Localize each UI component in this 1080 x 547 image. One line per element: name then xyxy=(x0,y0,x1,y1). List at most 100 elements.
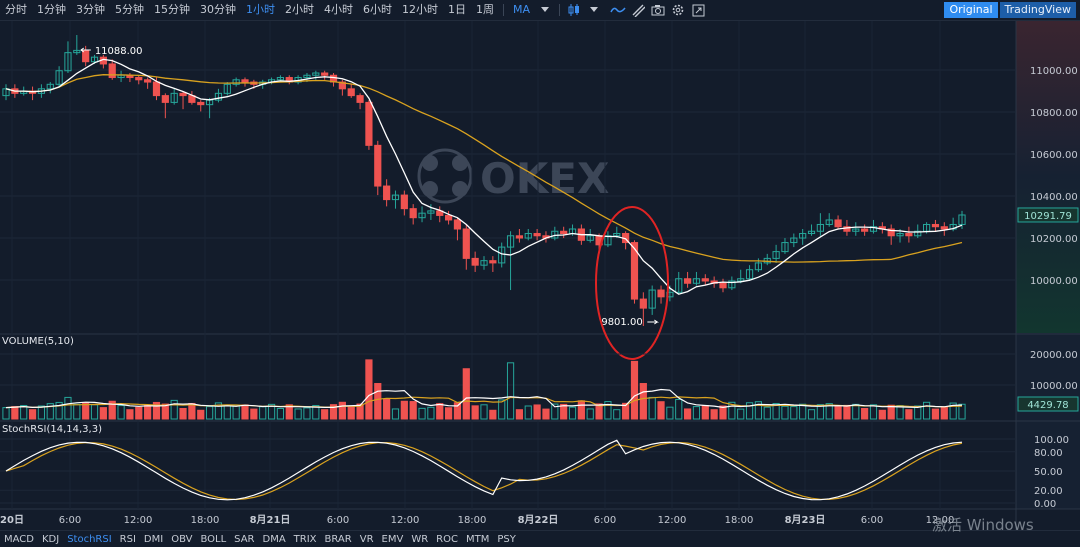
indicator-sar[interactable]: SAR xyxy=(234,533,255,545)
indicator-emv[interactable]: EMV xyxy=(381,533,404,545)
candle-body xyxy=(241,79,249,83)
candle-body xyxy=(312,72,320,76)
volume-bar xyxy=(144,404,152,420)
volume-bar xyxy=(683,408,692,420)
interval-4[interactable]: 15分钟 xyxy=(154,3,190,16)
candle-body xyxy=(232,79,240,85)
indicator-stochrsi[interactable]: StochRSI xyxy=(67,533,112,545)
indicator-psy[interactable]: PSY xyxy=(497,533,516,545)
interval-11[interactable]: 1日 xyxy=(448,3,466,16)
candle-body xyxy=(861,228,869,232)
windows-activation-watermark: 激活 Windows xyxy=(932,516,1034,534)
ma-indicator-button[interactable]: MA xyxy=(513,3,531,16)
stoch-k-line xyxy=(5,439,963,501)
price-chart[interactable]: 11000.00 10800.00 10600.00 10400.00 10200.00… xyxy=(0,21,1080,530)
candle-body xyxy=(321,72,329,76)
candle-body xyxy=(515,235,524,239)
price-tick-label: 10600.00 xyxy=(1030,150,1078,161)
candle-body xyxy=(745,269,754,280)
candle-body xyxy=(46,83,54,90)
low-price-label: 9801.00 xyxy=(601,317,642,328)
interval-8[interactable]: 4小时 xyxy=(324,3,353,16)
indicator-obv[interactable]: OBV xyxy=(171,533,193,545)
candle-body xyxy=(365,101,373,146)
interval-7[interactable]: 2小时 xyxy=(285,3,314,16)
interval-9[interactable]: 6小时 xyxy=(363,3,392,16)
interval-2[interactable]: 3分钟 xyxy=(76,3,105,16)
indicator-macd[interactable]: MACD xyxy=(4,533,34,545)
interval-1[interactable]: 1分钟 xyxy=(37,3,66,16)
volume-bar xyxy=(11,406,19,420)
candle-body xyxy=(958,214,966,225)
candle-body xyxy=(692,278,701,284)
chevron-down-icon[interactable] xyxy=(584,0,604,20)
candle-body xyxy=(728,280,736,289)
indicator-mtm[interactable]: MTM xyxy=(465,533,490,545)
fullscreen-icon[interactable] xyxy=(688,0,708,20)
okex-logo-mark xyxy=(452,155,468,171)
indicator-trix[interactable]: TRIX xyxy=(293,533,317,545)
indicator-dmi[interactable]: DMI xyxy=(143,533,164,545)
camera-icon[interactable] xyxy=(648,0,668,20)
original-mode-button[interactable]: Original xyxy=(944,2,998,18)
volume-bar xyxy=(338,401,346,420)
high-price-label: 11088.00 xyxy=(95,46,143,57)
candle-body xyxy=(161,95,169,103)
volume-bar xyxy=(524,405,532,420)
indicator-rsi[interactable]: RSI xyxy=(119,533,136,545)
volume-bar xyxy=(267,403,276,420)
ma-long-line xyxy=(5,74,963,263)
volume-bar xyxy=(896,405,904,420)
gear-icon[interactable] xyxy=(668,0,688,20)
volume-group xyxy=(2,359,966,420)
volume-bar xyxy=(303,407,311,420)
candle-body xyxy=(869,226,878,232)
indicator-wr[interactable]: WR xyxy=(411,533,429,545)
volume-bar xyxy=(807,409,816,420)
price-tick-label: 10800.00 xyxy=(1030,108,1078,119)
okex-watermark: OKEX xyxy=(480,154,609,203)
indicator-vr[interactable]: VR xyxy=(359,533,374,545)
time-tick-label: 18:00 xyxy=(725,515,754,526)
volume-bar xyxy=(82,402,90,420)
volume-ma-short xyxy=(5,388,963,409)
draw-tool-icon[interactable] xyxy=(628,0,648,20)
interval-3[interactable]: 5分钟 xyxy=(115,3,144,16)
candlestick-type-icon[interactable] xyxy=(564,0,584,20)
time-tick-label: 6:00 xyxy=(59,515,81,526)
chevron-down-icon[interactable] xyxy=(535,0,555,20)
line-chart-icon[interactable] xyxy=(608,0,628,20)
time-tick-label: 8月22日 xyxy=(518,514,559,526)
candle-body xyxy=(887,228,895,237)
tradingview-mode-button[interactable]: TradingView xyxy=(999,2,1076,18)
current-price-box xyxy=(1017,207,1079,223)
candle-body xyxy=(639,298,647,309)
volume-bar xyxy=(400,400,408,420)
volume-bar xyxy=(604,401,612,420)
volume-bar xyxy=(250,408,258,420)
volume-bar xyxy=(498,399,506,420)
volume-bar xyxy=(648,396,656,420)
indicator-brar[interactable]: BRAR xyxy=(324,533,352,545)
volume-bar xyxy=(108,400,116,420)
interval-10[interactable]: 12小时 xyxy=(402,3,438,16)
candle-body xyxy=(586,235,594,241)
interval-12[interactable]: 1周 xyxy=(476,3,494,16)
volume-bar xyxy=(692,406,701,420)
volume-bar xyxy=(161,403,169,420)
volume-bar xyxy=(55,401,63,420)
price-axis-gradient xyxy=(1016,21,1080,333)
interval-0[interactable]: 分时 xyxy=(5,3,27,16)
interval-6[interactable]: 1小时 xyxy=(246,3,275,16)
time-tick-label: 12:00 xyxy=(124,515,153,526)
candle-body xyxy=(303,74,311,79)
candle-body xyxy=(630,242,639,300)
indicator-roc[interactable]: ROC xyxy=(436,533,458,545)
volume-bar xyxy=(551,403,559,420)
indicator-kdj[interactable]: KDJ xyxy=(41,533,60,545)
volume-bar xyxy=(365,359,373,420)
interval-5[interactable]: 30分钟 xyxy=(200,3,236,16)
indicator-boll[interactable]: BOLL xyxy=(200,533,227,545)
indicator-dma[interactable]: DMA xyxy=(262,533,286,545)
volume-bar xyxy=(931,408,940,420)
